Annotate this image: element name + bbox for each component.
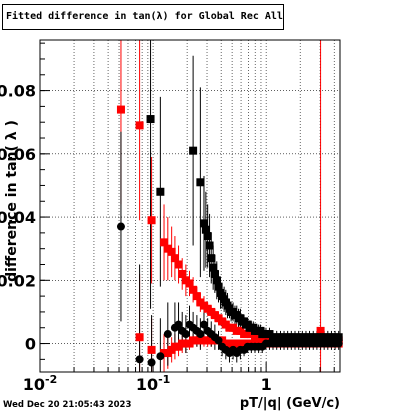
data-point-circle	[181, 330, 190, 339]
data-point-square	[167, 247, 176, 256]
data-point-square	[135, 333, 144, 342]
data-point-circle	[334, 339, 343, 348]
data-point-circle	[135, 355, 144, 364]
data-point-square	[205, 241, 214, 250]
x-tick-label: 10-2	[23, 373, 58, 394]
data-point-square	[116, 105, 125, 114]
data-point-square	[199, 219, 208, 228]
data-point-square	[178, 269, 187, 278]
data-point-square	[156, 187, 165, 196]
data-point-square	[146, 115, 155, 124]
x-tick-label: 10-1	[136, 373, 171, 394]
data-point-circle	[214, 336, 223, 345]
data-point-circle	[147, 358, 156, 367]
data-point-square	[170, 254, 179, 263]
timestamp: Wed Dec 20 21:05:43 2023	[3, 400, 132, 410]
data-point-square	[135, 121, 144, 130]
data-point-square	[147, 345, 156, 354]
data-point-square	[189, 146, 198, 155]
x-axis-label: pT/|q| (GeV/c)	[239, 396, 340, 411]
chart-title: Fitted difference in tan(λ) for Global R…	[2, 4, 284, 30]
data-point-square	[192, 292, 201, 301]
data-point-square	[207, 254, 216, 263]
data-point-square	[174, 260, 183, 269]
data-point-circle	[116, 222, 125, 231]
data-point-square	[196, 178, 205, 187]
data-point-circle	[156, 352, 165, 361]
data-point-square	[334, 333, 343, 342]
y-tick-label: 0.08	[0, 82, 36, 101]
data-point-square	[189, 285, 198, 294]
data-point-square	[316, 326, 325, 335]
y-axis-label: difference in tan( λ )	[4, 120, 20, 282]
data-point-square	[160, 238, 169, 247]
data-point-square	[201, 225, 210, 234]
axes: 0 0.02 0.04 0.06 0.08 10-2 10-1 1	[0, 42, 335, 394]
data-markers	[116, 105, 343, 367]
y-tick-label: 0.02	[0, 271, 36, 290]
data-point-square	[210, 269, 219, 278]
data-point-square	[209, 263, 218, 272]
y-tick-label: 0.04	[0, 208, 36, 227]
data-point-circle	[163, 330, 172, 339]
data-point-square	[147, 216, 156, 225]
data-point-square	[212, 276, 221, 285]
data-point-square	[214, 282, 223, 291]
plot-frame	[39, 39, 341, 373]
data-point-square	[203, 232, 212, 241]
data-point-circle	[174, 320, 183, 329]
data-point-square	[185, 279, 194, 288]
y-tick-label: 0.06	[0, 145, 36, 164]
x-tick-label: 1	[261, 375, 272, 394]
data-point-circle	[196, 330, 205, 339]
y-tick-label: 0	[25, 335, 36, 354]
data-point-circle	[199, 320, 208, 329]
